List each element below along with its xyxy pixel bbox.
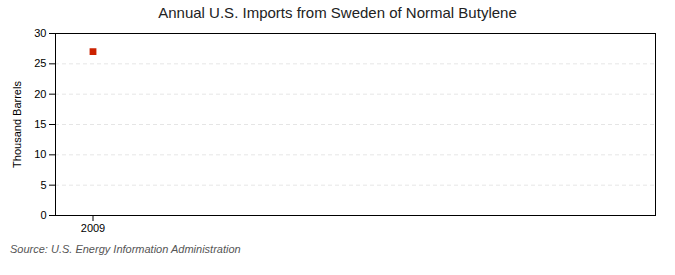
svg-text:0: 0 <box>40 209 46 221</box>
svg-text:20: 20 <box>34 88 46 100</box>
svg-text:10: 10 <box>34 148 46 160</box>
svg-text:5: 5 <box>40 179 46 191</box>
svg-text:15: 15 <box>34 118 46 130</box>
html-text:Annual U.S. Imports from Swede: Annual U.S. Imports from Sweden of Norma… <box>158 4 517 21</box>
svg-text:2009: 2009 <box>81 222 105 234</box>
svg-text:25: 25 <box>34 57 46 69</box>
svg-text:Thousand Barrels: Thousand Barrels <box>11 81 23 168</box>
svg-text:30: 30 <box>34 27 46 39</box>
html-text:Source: U.S. Energy Informatio: Source: U.S. Energy Information Administ… <box>10 243 241 255</box>
